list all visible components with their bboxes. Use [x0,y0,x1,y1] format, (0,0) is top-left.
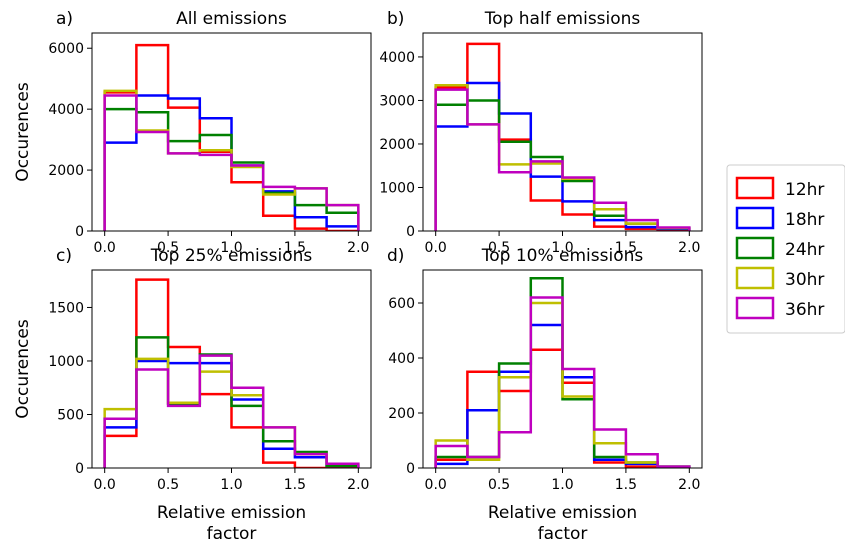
series-36hr [103,354,360,468]
series-36hr [434,88,691,231]
y-ticks: 0 200 400 600 [388,296,423,477]
legend-swatch-3 [735,266,775,290]
x-ticks: 0.0 0.5 1.0 1.5 2.0 [425,231,700,256]
legend-entry-0: 12hr [735,176,824,200]
panel-title: Top 10% emissions [481,246,644,266]
y-tick-label: 4000 [379,50,415,66]
y-tick-label: 2000 [48,163,84,179]
x-tick-label: 1.5 [615,477,637,493]
y-ticks: 0 1000 2000 3000 4000 [379,50,423,240]
y-ticks: 0 500 1000 1500 [48,300,92,477]
y-tick-label: 1000 [48,354,84,370]
x-tick-label: 0.0 [94,477,116,493]
x-axis-label: Relative emission [157,503,306,523]
y-tick-label: 400 [388,351,415,367]
legend-entry-4: 36hr [735,296,824,320]
legend-label-3: 30hr [785,270,824,290]
panel-label: d) [387,246,404,266]
panel-c: 0.0 0.5 1.0 1.5 2.0 0 500 1000 1500 c) Top 25% emi… [13,246,372,544]
y-tick-label: 0 [406,461,415,477]
x-tick-label: 2.0 [678,240,700,256]
panel-label: a) [56,9,73,29]
legend: 12hr 18hr 24hr 30hr 36hr [726,164,845,334]
legend-label-2: 24hr [785,240,824,260]
x-tick-label: 1.5 [615,240,637,256]
x-tick-label: 0.5 [488,240,510,256]
y-tick-label: 0 [75,224,84,240]
series-36hr [434,296,691,468]
x-tick-label: 1.0 [220,477,242,493]
legend-entry-2: 24hr [735,236,824,260]
y-axis-label: Occurences [13,319,33,419]
y-tick-label: 4000 [48,102,84,118]
panel-b: 0.0 0.5 1.0 1.5 2.0 0 1000 2000 3000 4000 b) Top ha… [379,9,703,256]
x-tick-label: 2.0 [347,477,369,493]
x-tick-label: 1.0 [220,240,242,256]
x-axis-label: Relative emission [488,503,637,523]
x-ticks: 0.0 0.5 1.0 1.5 2.0 [94,231,369,256]
x-tick-label: 1.5 [284,240,306,256]
x-tick-label: 1.0 [551,477,573,493]
x-ticks: 0.0 0.5 1.0 1.5 2.0 [94,468,369,493]
y-tick-label: 3000 [379,93,415,109]
y-tick-label: 2000 [379,137,415,153]
x-tick-label: 1.0 [551,240,573,256]
x-axis-label: factor [538,524,588,544]
x-ticks: 0.0 0.5 1.0 1.5 2.0 [425,468,700,493]
y-tick-label: 1500 [48,300,84,316]
legend-swatch-2 [735,236,775,260]
panel-title: Top half emissions [484,9,641,29]
panel-title: Top 25% emissions [150,246,313,266]
series-12hr [434,42,690,231]
x-tick-label: 1.5 [284,477,306,493]
y-tick-label: 1000 [379,180,415,196]
y-tick-label: 200 [388,406,415,422]
panel-d: 0.0 0.5 1.0 1.5 2.0 0 200 400 600 d) Top 10% emiss… [387,246,703,544]
legend-swatch-4 [735,296,775,320]
legend-label-0: 12hr [785,180,824,200]
panel-a: 0.0 0.5 1.0 1.5 2.0 0 2000 4000 6000 a) All emissi… [13,9,372,256]
x-tick-label: 2.0 [678,477,700,493]
legend-entry-1: 18hr [735,206,824,230]
panel-label: c) [56,246,72,266]
y-tick-label: 0 [75,461,84,477]
legend-swatch-1 [735,206,775,230]
series-group [103,43,360,231]
series-group [434,42,691,231]
series-group [434,277,691,468]
legend-label-1: 18hr [785,210,824,230]
legend-label-4: 36hr [785,300,824,320]
x-tick-label: 0.0 [94,240,116,256]
y-ticks: 0 2000 4000 6000 [48,41,92,240]
series-group [103,278,360,468]
x-tick-label: 0.5 [488,477,510,493]
x-tick-label: 2.0 [347,240,369,256]
y-axis-label: Occurences [13,82,33,182]
x-axis-label: factor [207,524,257,544]
legend-swatch-0 [735,176,775,200]
x-tick-label: 0.5 [157,240,179,256]
x-tick-label: 0.0 [425,240,447,256]
y-tick-label: 6000 [48,41,84,57]
x-tick-label: 0.0 [425,477,447,493]
legend-entry-3: 30hr [735,266,824,290]
panel-title: All emissions [176,9,287,29]
series-36hr [103,94,360,231]
y-tick-label: 0 [406,224,415,240]
x-tick-label: 0.5 [157,477,179,493]
y-tick-label: 500 [57,407,84,423]
panel-label: b) [387,9,404,29]
y-tick-label: 600 [388,296,415,312]
